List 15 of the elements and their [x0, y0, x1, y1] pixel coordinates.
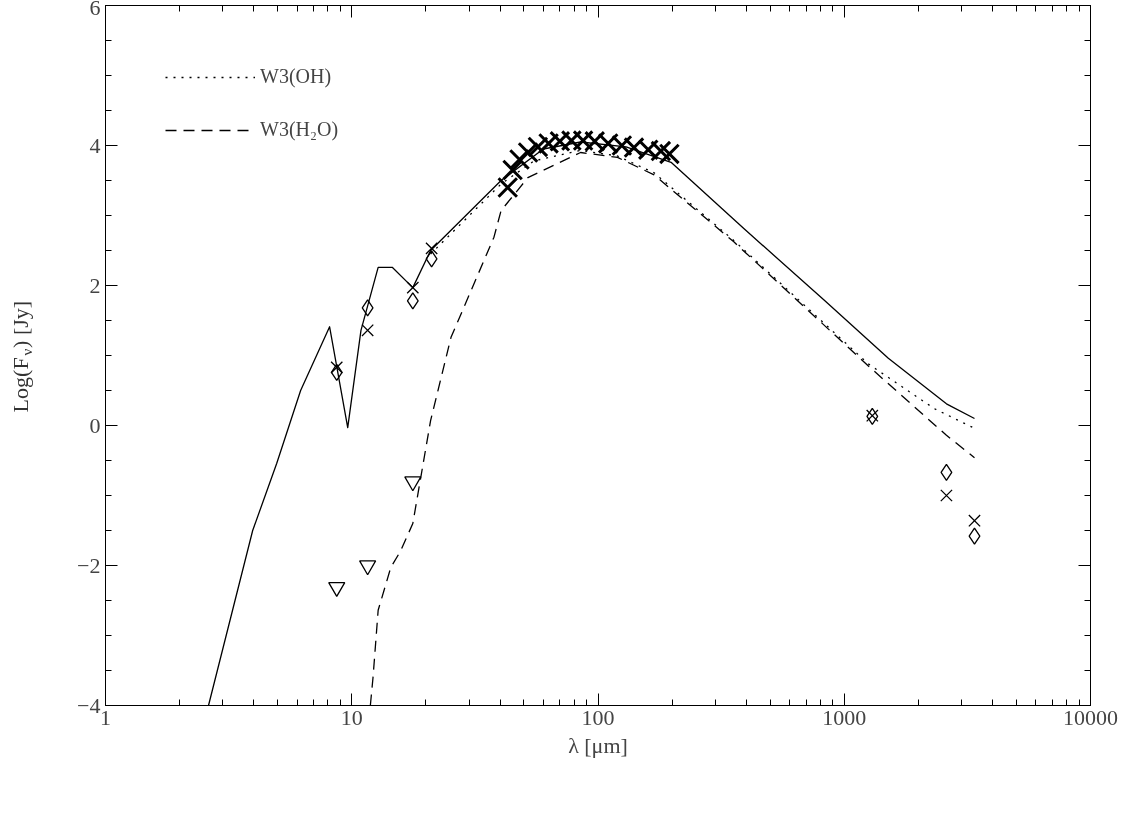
y-tick-label: 2 — [89, 272, 101, 298]
y-tick-label: −2 — [77, 552, 101, 578]
y-tick-label: 0 — [89, 412, 101, 438]
x-tick-label: 100 — [581, 704, 615, 730]
x-axis-title: λ [μm] — [568, 732, 628, 758]
x-tick-label: 10000 — [1063, 704, 1118, 730]
y-tick-label: 6 — [89, 0, 101, 20]
x-tick-label: 10 — [340, 704, 363, 730]
x-tick-label: 1000 — [822, 704, 867, 730]
y-tick-label: −4 — [77, 692, 101, 718]
y-axis-title: Log(Fν) [Jy] — [8, 300, 35, 413]
x-tick-label: 1 — [100, 704, 111, 730]
legend-label: W3(H₂O) — [260, 118, 339, 141]
y-tick-label: 4 — [89, 132, 101, 158]
legend-label: W3(OH) — [260, 65, 332, 88]
